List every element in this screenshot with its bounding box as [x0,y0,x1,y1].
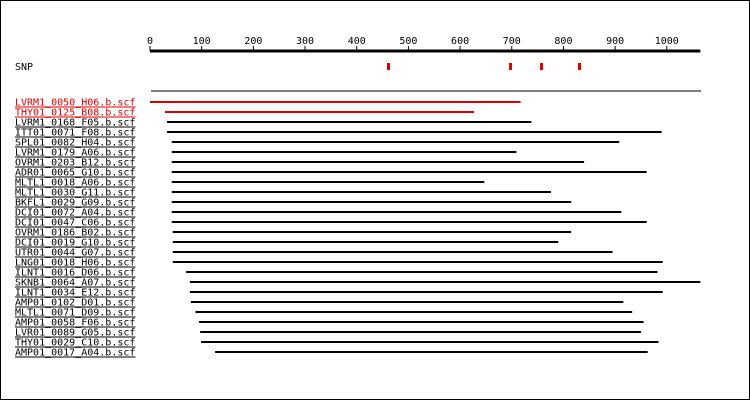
read-name-link[interactable]: ADR01_0065_G10.b.scf [15,168,135,179]
snp-marker[interactable] [509,63,512,70]
ruler-tick-label: 600 [451,36,469,47]
ruler-tick-label: 400 [348,36,366,47]
snp-marker[interactable] [387,63,390,70]
read-name-link[interactable]: THY01_0125_B08.b.scf [15,108,135,119]
read-name-link[interactable]: ITT01_0071_F08.b.scf [15,128,135,139]
ruler: 0 100 200 300 400 500 600 700 800 900 1000 [147,36,701,53]
ruler-tick-label: 500 [399,36,417,47]
read-name-link[interactable]: SPL01_0082_H04.b.scf [15,138,135,149]
read-name-link[interactable]: LVRM1_0168_F05.b.scf [15,118,135,129]
ruler-tick-label: 1000 [655,36,679,47]
read-name-link[interactable]: AMP01_0017_A04.b.scf [15,348,135,359]
read-name-link[interactable]: LVRM1_0179_A06.b.scf [15,148,135,159]
read-name-link[interactable]: UTR01_0044_G07.b.scf [15,248,135,259]
ruler-tick-label: 300 [296,36,314,47]
snp-track: SNP [15,62,581,73]
ruler-tick-label: 700 [503,36,521,47]
snp-marker[interactable] [540,63,543,70]
read-name-link[interactable]: OVRM1_0203_B12.b.scf [15,158,135,169]
read-name-link[interactable]: MLTL1_0071_D09.b.scf [15,308,135,319]
ruler-tick-label: 0 [147,36,153,47]
snp-track-label: SNP [15,62,33,73]
read-name-link[interactable]: ILNT1_0016_D06.b.scf [15,268,135,279]
read-name-link[interactable]: MLTL1_0018_A06.b.scf [15,178,135,189]
read-list: LVRM1_0050_H06.b.scfTHY01_0125_B08.b.scf… [15,98,701,359]
read-name-link[interactable]: AMP01_0102_D01.b.scf [15,298,135,309]
read-name-link[interactable]: DCI01_0047_C06.b.scf [15,218,135,229]
read-name-link[interactable]: DCI01_0019_G10.b.scf [15,238,135,249]
ruler-tick-label: 200 [244,36,262,47]
read-name-link[interactable]: OVRM1_0186_B02.b.scf [15,228,135,239]
read-name-link[interactable]: LVRM1_0050_H06.b.scf [15,98,135,109]
read-name-link[interactable]: SKNB1_0064_A07.b.scf [15,278,135,289]
snp-marker[interactable] [578,63,581,70]
ruler-tick-label: 800 [554,36,572,47]
read-name-link[interactable]: DCI01_0072_A04.b.scf [15,208,135,219]
read-name-link[interactable]: LVR01_0089_G05.b.scf [15,328,135,339]
read-name-link[interactable]: AMP01_0058_F06.b.scf [15,318,135,329]
read-name-link[interactable]: ILNT1_0034_E12.b.scf [15,288,135,299]
read-name-link[interactable]: BKFL1_0029_G09.b.scf [15,198,135,209]
read-name-link[interactable]: LNG01_0018_H06.b.scf [15,258,135,269]
read-name-link[interactable]: MLTL1_0030_G11.b.scf [15,188,135,199]
ruler-tick-label: 100 [193,36,211,47]
ruler-tick-label: 900 [606,36,624,47]
read-name-link[interactable]: THY01_0029_C10.b.scf [15,338,135,349]
